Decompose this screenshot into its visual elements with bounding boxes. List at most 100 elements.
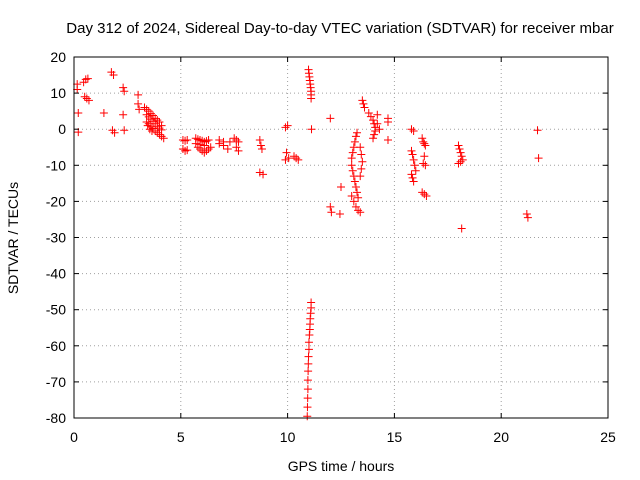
data-point [255,168,264,177]
data-point [202,137,211,146]
data-point [353,188,362,197]
data-point [408,173,417,182]
data-point [307,125,316,134]
y-tick-label: 10 [50,85,66,101]
data-point [74,108,83,117]
data-point [418,134,427,143]
y-tick-label: -60 [46,338,66,354]
data-point [80,92,89,101]
data-point [303,412,312,421]
data-point [347,154,356,163]
data-point [409,177,418,186]
data-point [335,210,344,219]
data-point [307,94,316,103]
data-point [143,121,152,130]
data-points [73,65,543,421]
data-point [142,110,151,119]
data-point [455,145,464,154]
data-point [142,117,151,126]
grid-lines [74,57,608,418]
data-point [282,148,291,157]
data-point [202,146,211,155]
data-point [292,154,301,163]
data-point [457,224,466,233]
data-point [420,190,429,199]
data-point [196,140,205,149]
data-point [358,157,367,166]
data-point [183,146,192,155]
data-point [350,137,359,146]
data-point [523,213,532,222]
y-axis-label: SDTVAR / TECUs [5,182,21,294]
y-tick-labels: 20 10 0 -10 -20 -30 -40 -50 -60 -70 -80 [46,49,66,426]
data-point [294,155,303,164]
data-point [373,119,382,128]
data-point [354,193,363,202]
data-point [99,108,108,117]
data-point [357,164,366,173]
data-point [349,197,358,206]
data-point [348,166,357,175]
data-point [347,161,356,170]
data-point [215,139,224,148]
data-point [375,125,384,134]
data-point [356,172,365,181]
data-point [364,108,373,117]
data-point [373,110,382,119]
data-point [181,146,190,155]
data-point [419,159,428,168]
x-tick-label: 20 [493,429,509,445]
data-point [534,154,543,163]
data-point [357,150,366,159]
data-point [73,85,82,94]
data-point [183,136,192,145]
data-point [134,90,143,99]
data-point [193,135,202,144]
data-point [304,338,313,347]
x-tick-label: 25 [600,429,616,445]
data-point [204,136,213,145]
data-point [223,145,232,154]
data-point [234,146,243,155]
data-point [359,99,368,108]
data-point [110,128,119,137]
data-point [371,127,380,136]
data-point [135,105,144,114]
y-tick-label: -50 [46,302,66,318]
data-point [337,182,345,191]
data-point [200,141,209,150]
data-point [407,170,416,179]
data-point [120,87,129,96]
data-point [420,139,429,148]
data-point [421,161,430,170]
data-point [204,145,213,154]
data-point [255,136,264,145]
data-point [356,208,365,217]
y-tick-label: -10 [46,157,66,173]
data-point [153,128,162,137]
data-point [326,202,335,211]
data-point [281,155,290,164]
data-point [303,403,312,412]
data-point [360,103,369,112]
data-point [458,155,467,164]
data-point [155,130,164,139]
data-point [232,136,241,145]
data-point [353,128,362,137]
data-point [422,191,431,200]
data-point [351,182,360,191]
data-point [356,143,365,152]
data-point [347,191,356,200]
data-point [146,115,155,124]
data-point [230,134,239,143]
data-point [219,141,228,150]
data-point [327,208,336,217]
data-point [83,74,92,83]
data-point [351,132,360,141]
data-point [421,141,430,150]
data-point [304,359,313,368]
data-point [522,210,531,219]
data-point [84,96,93,105]
data-point [326,114,335,123]
data-point [178,145,187,154]
